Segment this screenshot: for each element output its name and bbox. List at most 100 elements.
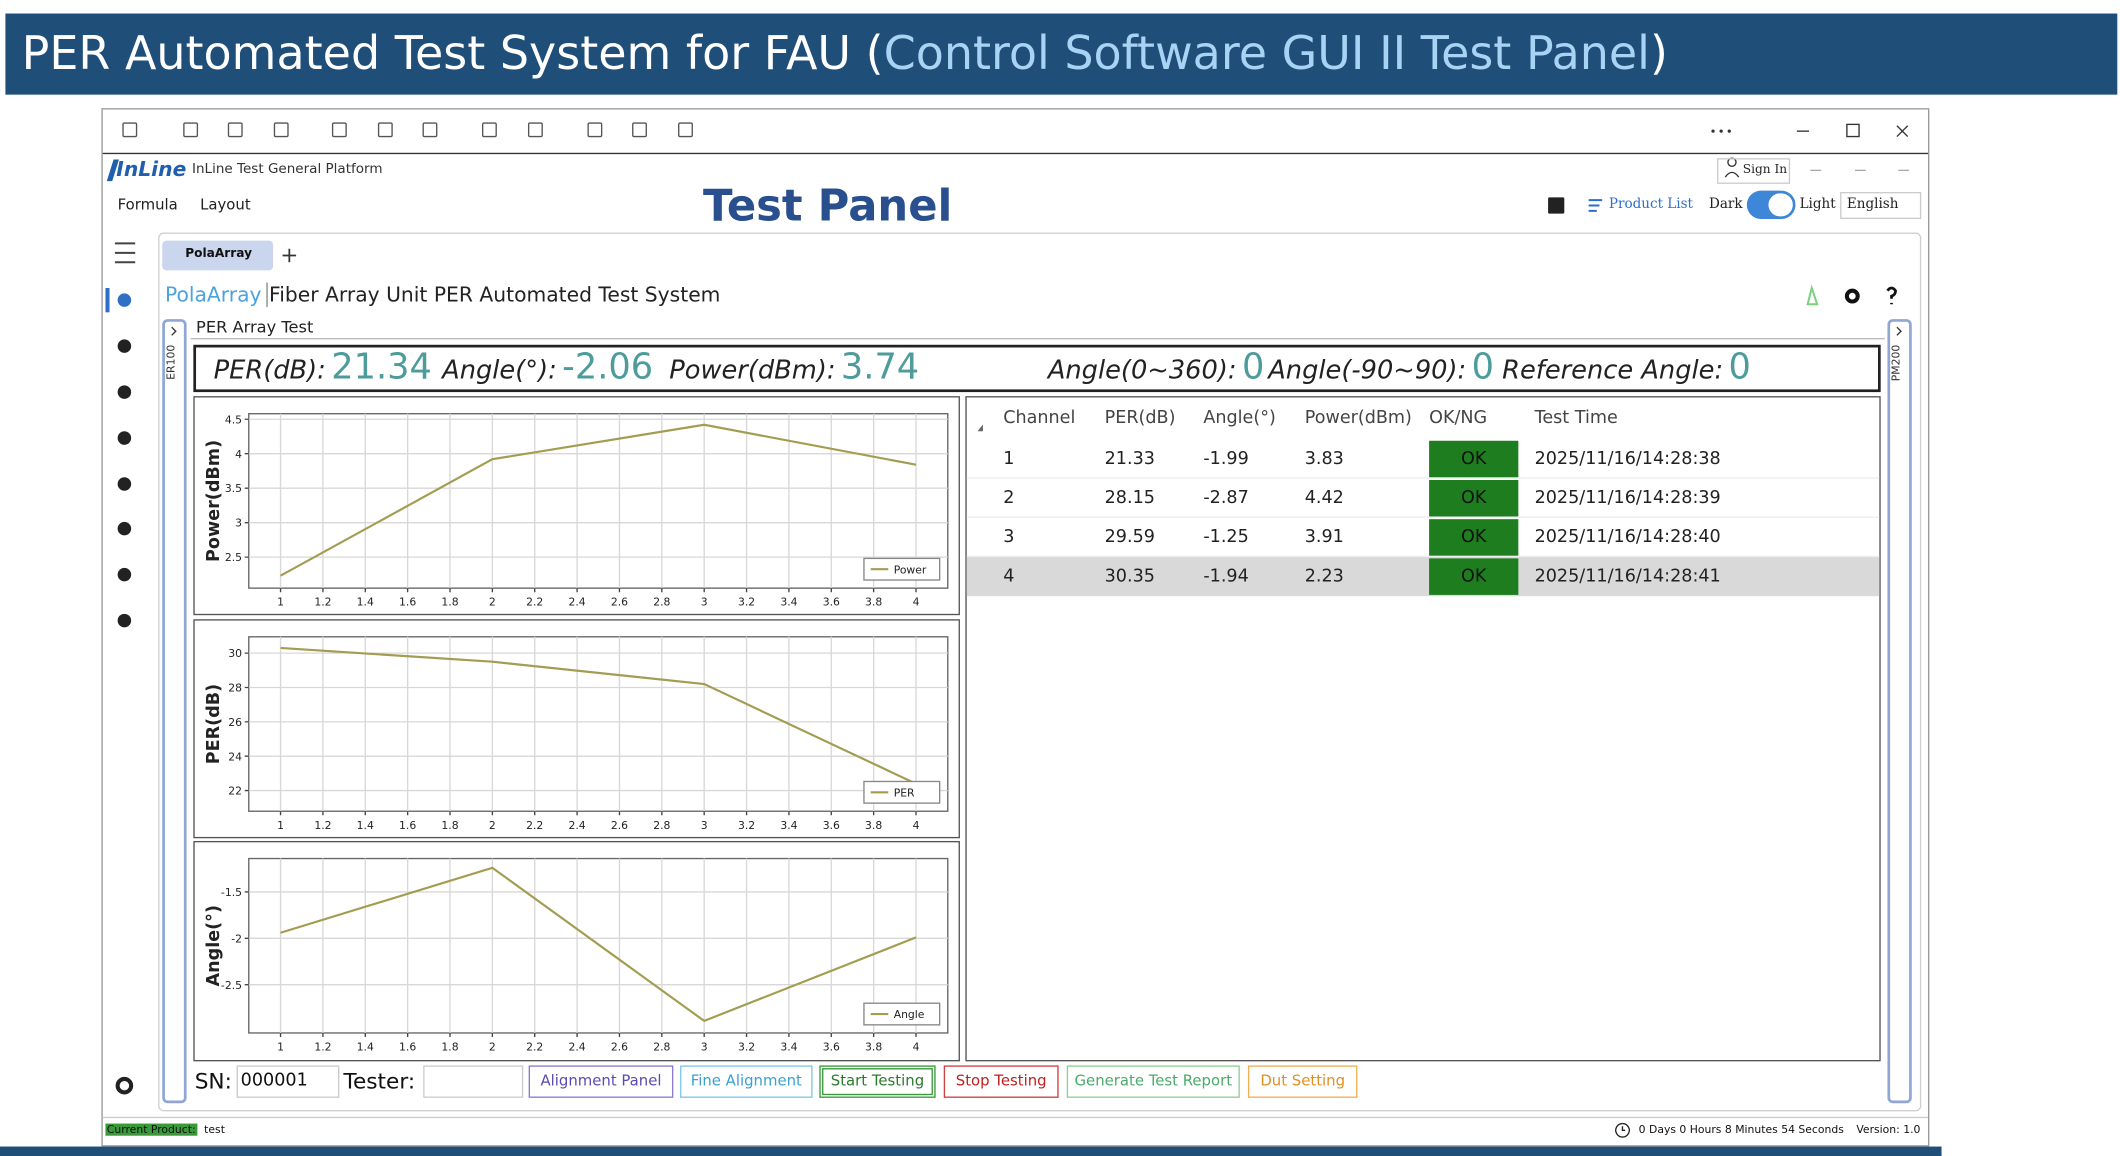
x-tick-label: 3.2 — [738, 1041, 755, 1054]
bottom-strip — [0, 1146, 1942, 1156]
legend-box — [863, 1002, 941, 1026]
readout-label: PER(dB): — [213, 355, 326, 386]
side-icon — [117, 477, 132, 491]
readout: Power(dBm): 3.74 — [669, 346, 919, 391]
panel-title: Test Panel — [703, 179, 953, 232]
x-tick-label: 1 — [277, 1041, 284, 1054]
y-tick-label: -1.5 — [221, 886, 242, 899]
x-tick-label: 2.8 — [653, 1041, 670, 1054]
theme-dark[interactable]: Dark — [1708, 197, 1743, 213]
x-tick-label: 4 — [913, 596, 920, 609]
legend-label: Power — [894, 563, 927, 576]
x-tick-label: 2.2 — [526, 1041, 543, 1054]
clock-icon — [1615, 1122, 1630, 1138]
x-tick-label: 3 — [701, 596, 708, 609]
uptime: 0 Days 0 Hours 8 Minutes 54 Seconds — [1638, 1123, 1844, 1136]
y-tick-label: 3 — [235, 517, 242, 530]
language[interactable]: English — [1846, 197, 1899, 213]
column-header: Channel — [1003, 408, 1076, 429]
status-product: test — [204, 1123, 225, 1136]
product-list[interactable]: Product List — [1608, 197, 1693, 213]
x-tick-label: 1.8 — [441, 596, 458, 609]
button[interactable]: Dut Setting — [1247, 1065, 1358, 1098]
x-tick-label: 1.6 — [399, 1041, 416, 1054]
sn-value[interactable]: 000001 — [240, 1070, 308, 1092]
x-tick-label: 3 — [701, 819, 708, 832]
x-tick-label: 3.4 — [780, 1041, 797, 1054]
more-dot — [1719, 129, 1723, 133]
status-cell — [1429, 479, 1519, 517]
more-dot — [1727, 129, 1731, 133]
column-header: PER(dB) — [1104, 408, 1176, 429]
button[interactable]: Start Testing — [819, 1065, 936, 1098]
column-header: OK/NG — [1429, 408, 1488, 429]
table-cell: -1.94 — [1203, 566, 1249, 587]
sign-in-button[interactable] — [1717, 158, 1791, 184]
column-header: Angle(°) — [1203, 408, 1276, 429]
button[interactable]: Alignment Panel — [528, 1065, 674, 1098]
title-highlight: Control Software GUI II Test Panel — [883, 27, 1650, 82]
menu-item[interactable]: Layout — [200, 196, 251, 214]
button[interactable]: Stop Testing — [943, 1065, 1059, 1098]
selected-row — [966, 557, 1880, 597]
table-cell: 2025/11/16/14:28:41 — [1534, 566, 1721, 587]
tab-label[interactable]: PolaArray — [185, 247, 253, 261]
tester-input[interactable] — [423, 1065, 524, 1098]
tester-label: Tester: — [343, 1068, 416, 1094]
menu-item[interactable]: Formula — [117, 196, 178, 214]
side-label: ER100 — [164, 344, 178, 380]
legend-label: Angle — [894, 1008, 925, 1021]
sn-input[interactable] — [236, 1065, 340, 1098]
y-tick-label: 26 — [228, 716, 242, 729]
x-tick-label: 3.8 — [865, 819, 882, 832]
x-tick-label: 3.6 — [823, 596, 840, 609]
status-line — [102, 1116, 1929, 1119]
table-cell: 29.59 — [1104, 527, 1155, 548]
readout: Reference Angle: 0 — [1502, 346, 1751, 391]
side-panel[interactable] — [1887, 319, 1912, 1104]
x-tick-label: 1 — [277, 596, 284, 609]
tab[interactable] — [162, 240, 274, 271]
table-cell: 2.23 — [1304, 566, 1344, 587]
x-tick-label: 2.6 — [611, 1041, 628, 1054]
x-tick-label: 2 — [489, 819, 496, 832]
y-tick-label: 28 — [228, 682, 242, 695]
x-tick-label: 2 — [489, 596, 496, 609]
x-tick-label: 3.4 — [780, 819, 797, 832]
y-tick-label: 30 — [228, 647, 242, 660]
readout-label: Angle(-90~90): — [1268, 355, 1467, 386]
maximize — [1846, 123, 1860, 138]
x-tick-label: 1.2 — [314, 596, 331, 609]
x-tick-label: 2.4 — [569, 596, 586, 609]
gear-icon — [1844, 288, 1860, 304]
side-panel[interactable] — [162, 319, 187, 1104]
column-header: Power(dBm) — [1304, 408, 1412, 429]
toolbar-icon — [331, 122, 347, 138]
readout: Angle(°): -2.06 — [442, 346, 653, 391]
x-tick-label: 3.4 — [780, 596, 797, 609]
button[interactable]: Fine Alignment — [680, 1065, 813, 1098]
tab-add — [282, 248, 297, 263]
table-cell: 2025/11/16/14:28:39 — [1534, 488, 1721, 509]
readout-value: 0 — [1728, 347, 1751, 389]
x-tick-label: 3.8 — [865, 1041, 882, 1054]
language-select[interactable] — [1840, 191, 1922, 220]
more-dot — [1711, 129, 1715, 133]
section-line — [190, 338, 1885, 340]
theme-light[interactable]: Light — [1799, 197, 1836, 213]
side-icon — [117, 431, 132, 445]
y-tick-label: 24 — [228, 750, 242, 763]
x-tick-label: 2.6 — [611, 596, 628, 609]
readout-value: -2.06 — [562, 347, 654, 389]
x-tick-label: 2.6 — [611, 819, 628, 832]
status-text: OK — [1461, 488, 1487, 509]
x-tick-label: 1.6 — [399, 596, 416, 609]
close — [1896, 125, 1909, 138]
sign-in[interactable]: Sign In — [1742, 163, 1788, 178]
table-cell: -2.87 — [1203, 488, 1249, 509]
button[interactable]: Generate Test Report — [1066, 1065, 1240, 1098]
result-table: Channel PER(dB) Angle(°) Power(dBm) OK/NG Tes… — [965, 396, 1881, 1062]
sn-label: SN: — [194, 1068, 232, 1094]
table-cell: 3.91 — [1304, 527, 1344, 548]
